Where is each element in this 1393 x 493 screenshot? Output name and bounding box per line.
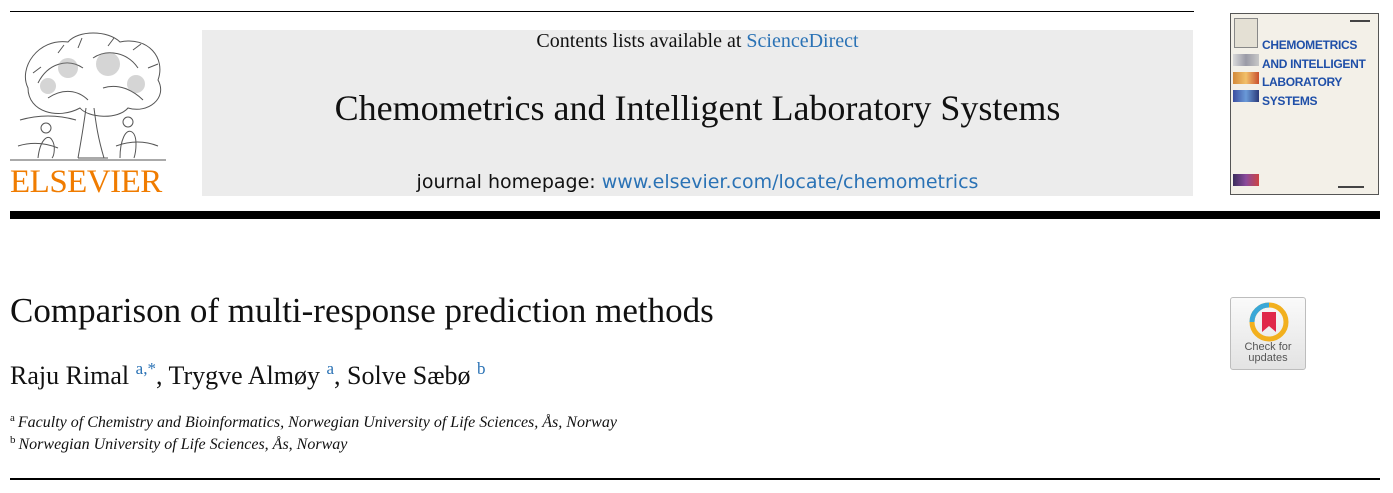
- cover-title-line: SYSTEMS: [1262, 93, 1318, 108]
- cover-publisher-emblem-icon: [1234, 18, 1258, 48]
- header-divider: [10, 211, 1380, 219]
- contents-line: Contents lists available at ScienceDirec…: [202, 30, 1193, 52]
- cover-sciencedirect-mark: [1338, 186, 1364, 188]
- affiliation-list: a Faculty of Chemistry and Bioinformatics…: [10, 412, 617, 456]
- updates-label-line1: Check for: [1244, 341, 1292, 353]
- affiliation-item: a Faculty of Chemistry and Bioinformatics…: [10, 412, 617, 434]
- affiliation-mark: b: [10, 434, 16, 446]
- cover-title-line: CHEMOMETRICS: [1262, 38, 1358, 52]
- cover-title: CHEMOMETRICS AND INTELLIGENT LABORATORY …: [1262, 36, 1366, 110]
- journal-title[interactable]: Chemometrics and Intelligent Laboratory …: [334, 88, 1061, 128]
- bottom-rule: [10, 478, 1380, 480]
- author-name[interactable]: Raju Rimal: [10, 361, 130, 390]
- publisher-wordmark: ELSEVIER: [10, 164, 162, 200]
- check-for-updates-button[interactable]: Check for updates: [1230, 297, 1306, 370]
- author-affiliation-mark[interactable]: b: [477, 359, 486, 378]
- author-name[interactable]: Solve Sæbø: [347, 361, 471, 390]
- affiliation-item: b Norwegian University of Life Sciences, …: [10, 434, 617, 456]
- top-rule: [10, 11, 1194, 12]
- cover-issn-text: [1350, 20, 1370, 22]
- homepage-line: journal homepage: www.elsevier.com/locat…: [202, 171, 1193, 193]
- publisher-logo[interactable]: ELSEVIER: [8, 28, 168, 200]
- journal-cover-thumbnail[interactable]: CHEMOMETRICS AND INTELLIGENT LABORATORY …: [1230, 13, 1379, 195]
- check-for-updates-label: Check for updates: [1231, 342, 1305, 364]
- homepage-prefix: journal homepage:: [416, 171, 602, 193]
- author-separator: ,: [334, 361, 348, 390]
- bookmark-ribbon-icon: [1249, 302, 1289, 342]
- author-name[interactable]: Trygve Almøy: [168, 361, 320, 390]
- article-title: Comparison of multi-response prediction …: [10, 291, 714, 330]
- author-separator: ,: [155, 361, 169, 390]
- cover-footer-image: [1233, 174, 1259, 186]
- author-affiliation-mark[interactable]: a,*: [135, 359, 156, 378]
- author-list: Raju Rimal a,*, Trygve Almøy a, Solve Sæ…: [10, 358, 486, 394]
- cover-image-strip: [1233, 54, 1259, 108]
- journal-homepage-link[interactable]: www.elsevier.com/locate/chemometrics: [601, 171, 979, 193]
- contents-prefix: Contents lists available at: [536, 30, 747, 52]
- author-affiliation-mark[interactable]: a: [326, 359, 335, 378]
- affiliation-text: Norwegian University of Life Sciences, Å…: [18, 436, 348, 453]
- affiliation-mark: a: [10, 412, 15, 424]
- sciencedirect-link[interactable]: ScienceDirect: [746, 30, 859, 52]
- affiliation-text: Faculty of Chemistry and Bioinformatics,…: [17, 414, 617, 431]
- cover-title-line: AND INTELLIGENT: [1262, 56, 1366, 71]
- cover-title-line: LABORATORY: [1262, 75, 1343, 89]
- updates-label-line2: updates: [1248, 352, 1288, 364]
- journal-banner: Contents lists available at ScienceDirec…: [202, 30, 1193, 196]
- tree-emblem-icon: [10, 32, 166, 161]
